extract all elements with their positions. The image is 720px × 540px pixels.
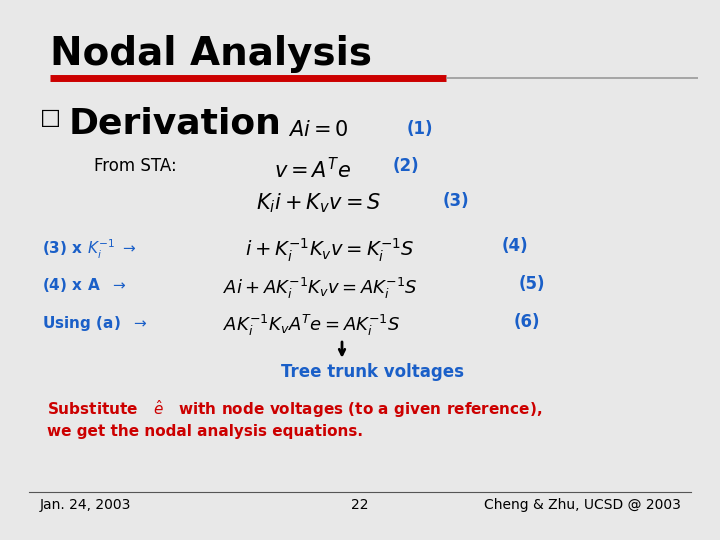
Text: (4): (4) <box>502 237 528 254</box>
Text: (3) x $K_i^{-1}$ $\rightarrow$: (3) x $K_i^{-1}$ $\rightarrow$ <box>42 238 136 261</box>
Text: Derivation: Derivation <box>68 106 282 140</box>
Text: we get the nodal analysis equations.: we get the nodal analysis equations. <box>47 424 363 439</box>
Text: Jan. 24, 2003: Jan. 24, 2003 <box>40 498 131 512</box>
Text: (4) x A  $\rightarrow$: (4) x A $\rightarrow$ <box>42 276 126 294</box>
Text: (1): (1) <box>407 120 433 138</box>
Text: (2): (2) <box>392 157 419 174</box>
Text: 22: 22 <box>351 498 369 512</box>
Text: Nodal Analysis: Nodal Analysis <box>50 35 372 73</box>
Text: $Ai + AK_i^{-1}K_v v = AK_i^{-1} S$: $Ai + AK_i^{-1}K_v v = AK_i^{-1} S$ <box>223 275 418 301</box>
Text: (3): (3) <box>443 192 469 210</box>
Text: $AK_i^{-1}K_v A^T e = AK_i^{-1} S$: $AK_i^{-1}K_v A^T e = AK_i^{-1} S$ <box>223 313 400 339</box>
Text: (5): (5) <box>518 275 545 293</box>
Text: Tree trunk voltages: Tree trunk voltages <box>281 363 464 381</box>
Text: $K_i i + K_v v = S$: $K_i i + K_v v = S$ <box>256 192 381 215</box>
Text: (6): (6) <box>514 313 541 331</box>
Text: Using (a)  $\rightarrow$: Using (a) $\rightarrow$ <box>42 314 148 333</box>
Text: $i + K_i^{-1}K_v v = K_i^{-1} S$: $i + K_i^{-1}K_v v = K_i^{-1} S$ <box>245 237 415 264</box>
Text: $v = A^T e$: $v = A^T e$ <box>274 157 351 182</box>
Text: $Ai = 0$: $Ai = 0$ <box>288 120 348 140</box>
Text: Cheng & Zhu, UCSD @ 2003: Cheng & Zhu, UCSD @ 2003 <box>484 498 680 512</box>
Text: □: □ <box>40 108 60 128</box>
Text: Substitute   $\mathit{\hat{e}}$   with node voltages (to a given reference),: Substitute $\mathit{\hat{e}}$ with node … <box>47 399 542 421</box>
Text: From STA:: From STA: <box>94 157 176 174</box>
